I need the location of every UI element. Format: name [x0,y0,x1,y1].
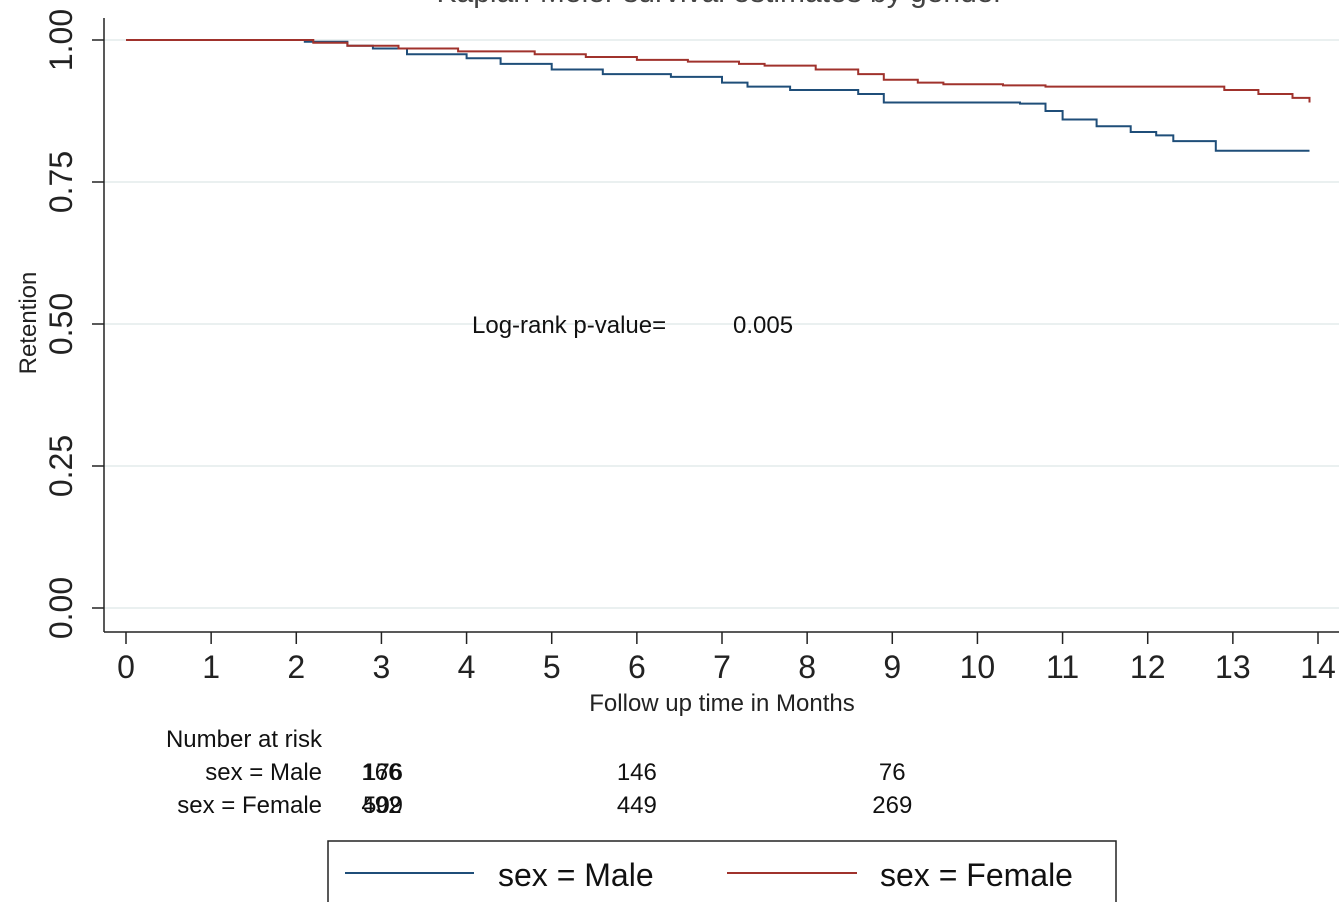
risk-row-label-female: sex = Female [177,792,322,819]
x-tick-label: 11 [1046,649,1079,685]
y-tick-label: 1.00 [43,9,79,71]
risk-value: 146 [617,759,657,786]
legend: sex = Male sex = Female [327,840,1117,902]
legend-box [327,840,1117,902]
x-tick-label: 0 [117,649,135,685]
number-at-risk-table: Number at risk sex = Male sex = Female 1… [166,726,912,819]
risk-value: 166 [361,759,401,786]
risk-value: 176 [363,759,403,786]
risk-header: Number at risk [166,726,323,753]
x-tick-label: 5 [543,649,561,685]
x-tick-label: 1 [202,649,220,685]
risk-row-label-male: sex = Male [205,759,322,786]
x-tick-label: 6 [628,649,646,685]
y-tick-label: 0.00 [43,577,79,639]
x-axis-label: Follow up time in Months [589,690,854,717]
legend-label-male: sex = Male [498,857,654,893]
y-tick-label: 0.25 [43,435,79,497]
x-tick-label: 4 [458,649,476,685]
y-axis-label: Retention [15,272,42,375]
gridlines [104,39,1339,609]
logrank-annotation: Log-rank p-value= 0.005 [472,312,793,339]
logrank-value: 0.005 [733,312,793,339]
axes: 0.000.250.500.751.000 1 2 3 4 5 6 7 8 9 10 11 12 13 14 [43,9,1339,685]
x-tick-label: 13 [1215,649,1251,685]
x-tick-label: 3 [373,649,391,685]
risk-value: 492 [361,792,401,819]
risk-value: 509 [363,792,403,819]
x-tick-label: 7 [713,649,731,685]
series-line-male [126,39,1310,152]
risk-value: 269 [872,792,912,819]
series-group [126,39,1311,152]
x-tick-label: 10 [960,649,996,685]
x-tick-label: 14 [1300,649,1336,685]
x-tick-label: 12 [1130,649,1166,685]
y-tick-label: 0.50 [43,293,79,355]
risk-value: 449 [617,792,657,819]
logrank-label: Log-rank p-value= [472,312,666,339]
x-tick-label: 2 [287,649,305,685]
y-tick-label: 0.75 [43,151,79,213]
x-tick-label: 8 [798,649,816,685]
legend-label-female: sex = Female [880,857,1073,893]
x-tick-label: 9 [883,649,901,685]
risk-value: 76 [879,759,906,786]
series-line-female [126,39,1311,103]
chart-title: Kaplan-Meier survival estimates by gende… [437,0,1004,9]
